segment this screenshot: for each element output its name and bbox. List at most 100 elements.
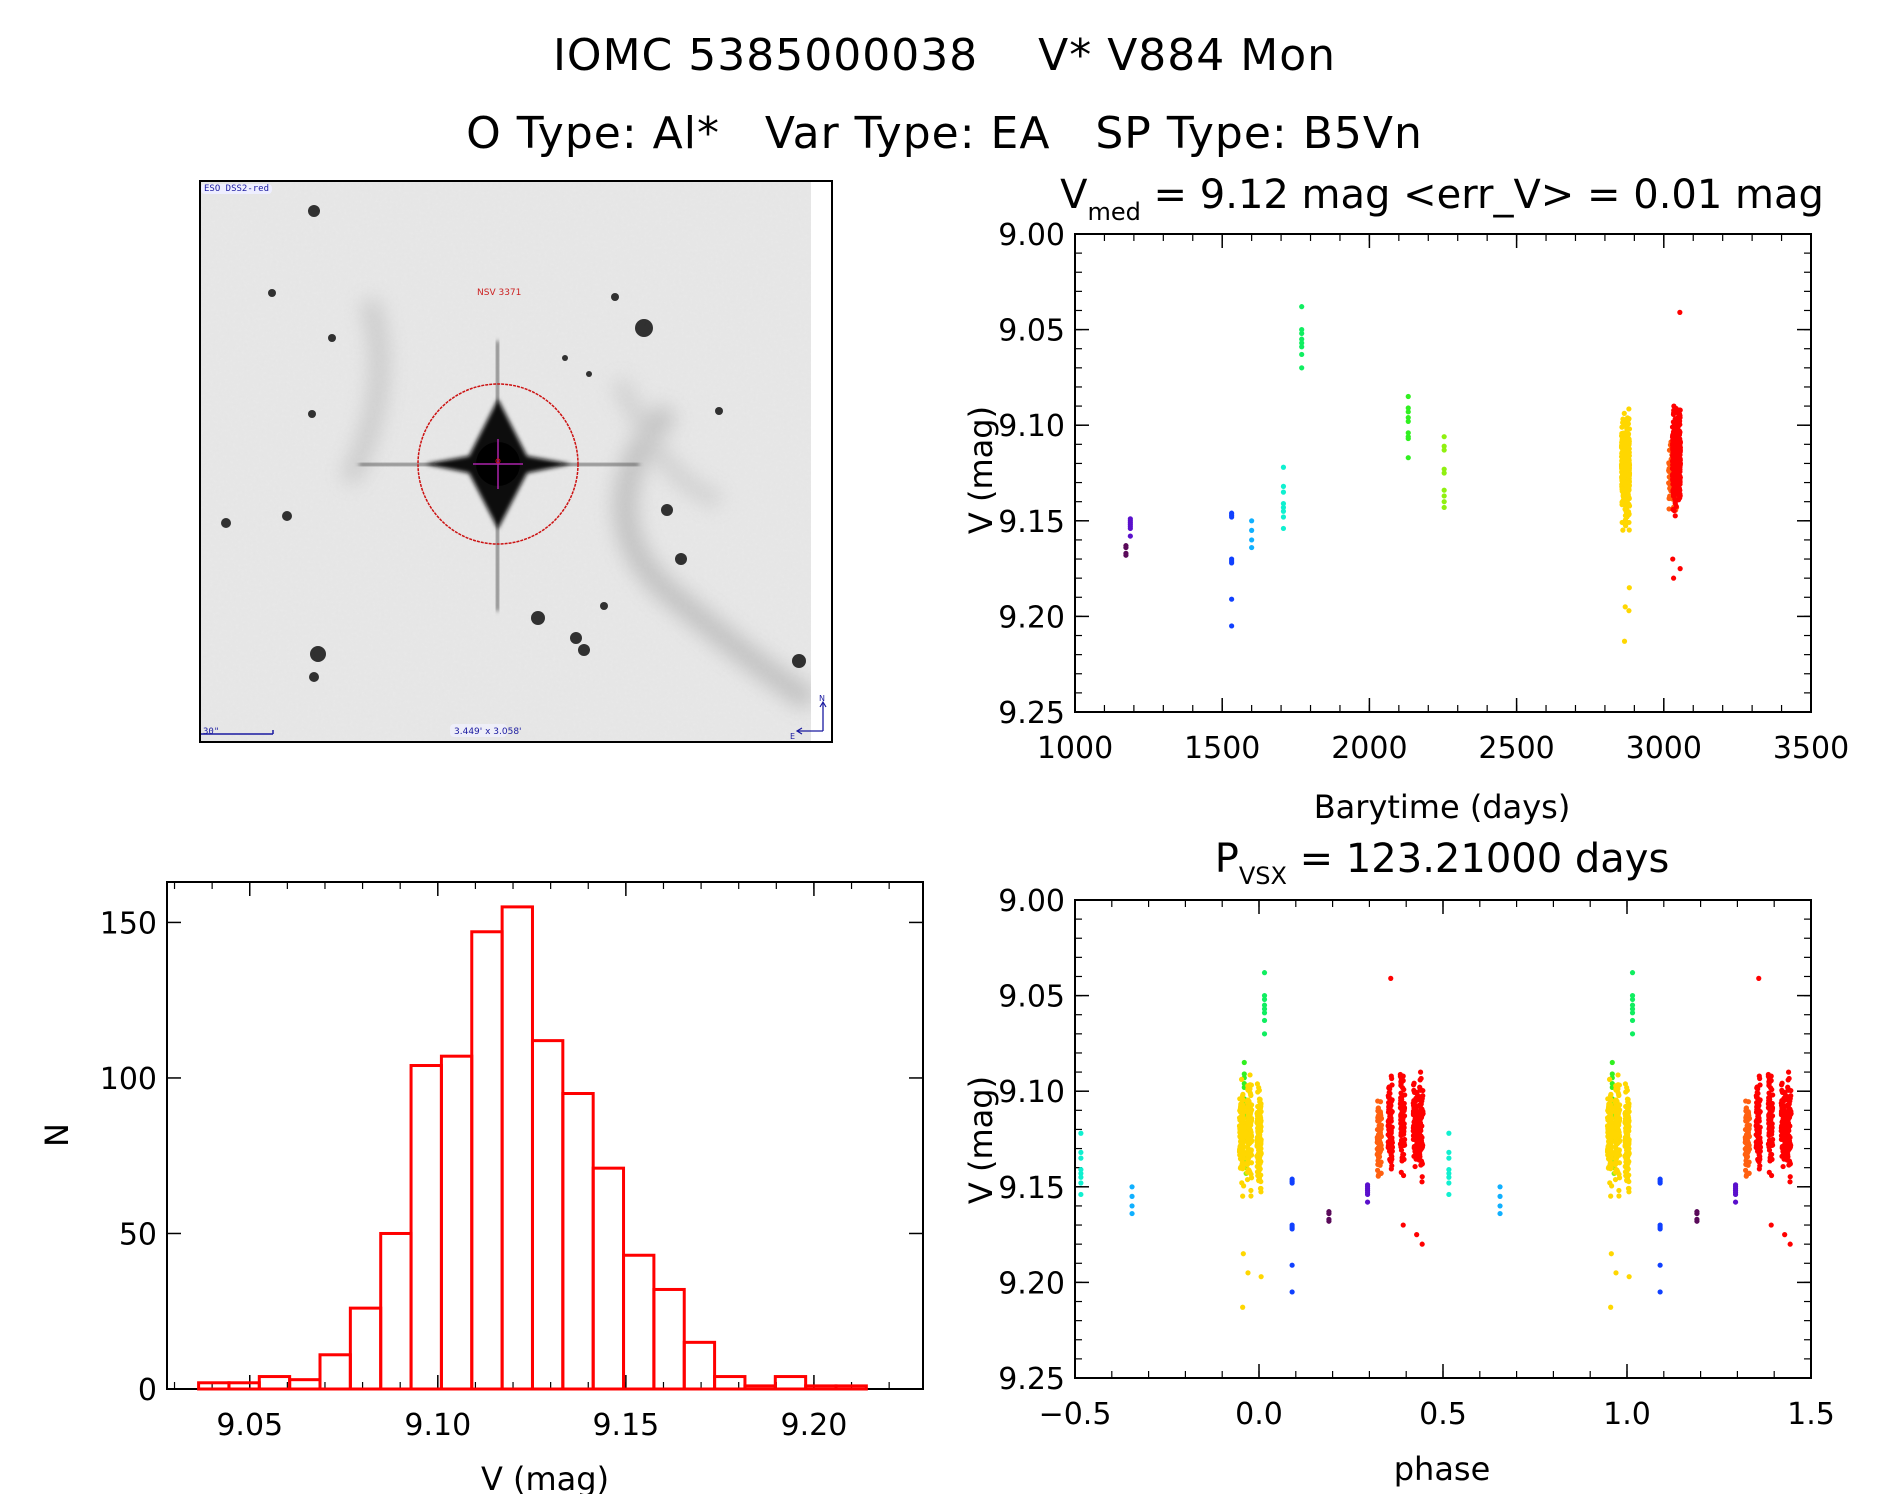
data-point <box>1417 1084 1423 1090</box>
data-point <box>1625 492 1631 498</box>
data-point <box>1616 1175 1623 1181</box>
data-point <box>1767 1085 1774 1091</box>
data-point <box>1238 1076 1245 1082</box>
phased-curve-ylabel: V (mag) <box>962 1076 1000 1204</box>
data-point <box>1398 1124 1405 1130</box>
y-tick-label: 9.05 <box>998 314 1065 349</box>
field-star <box>635 319 653 337</box>
data-point <box>1417 1069 1424 1075</box>
data-point <box>1768 1152 1774 1158</box>
data-point <box>1249 537 1255 543</box>
histogram-bar <box>622 1253 656 1391</box>
x-tick-label: 1.0 <box>1603 1397 1651 1432</box>
data-point <box>1629 970 1636 976</box>
histogram-bar <box>470 930 504 1391</box>
data-point <box>1670 493 1677 499</box>
data-point <box>1377 1147 1383 1153</box>
data-point <box>1497 1210 1503 1217</box>
field-star <box>570 632 582 644</box>
light-curve-title: Vmed = 9.12 mag <err_V> = 0.01 mag <box>1060 172 1824 226</box>
data-point <box>1782 1232 1788 1238</box>
target-circle <box>417 383 579 545</box>
data-point <box>1657 1289 1663 1295</box>
data-point <box>1612 1176 1619 1183</box>
data-point <box>1785 1077 1791 1083</box>
data-point <box>1694 1218 1700 1224</box>
data-point <box>1237 1165 1244 1171</box>
data-point <box>1785 1154 1791 1160</box>
data-point <box>1240 1304 1246 1310</box>
data-point <box>1670 487 1676 494</box>
data-point <box>1280 508 1287 514</box>
histogram-bar <box>834 1384 868 1391</box>
plot-frame <box>1074 899 1812 1379</box>
data-point <box>1229 623 1235 629</box>
data-point <box>1672 513 1678 519</box>
x-tick-label: 2000 <box>1331 731 1407 766</box>
x-tick-label: 9.15 <box>592 1408 659 1443</box>
data-point <box>1249 518 1255 524</box>
histogram-bar <box>439 1054 474 1391</box>
compass-icon: N E <box>790 695 827 741</box>
data-point <box>1625 1185 1632 1192</box>
phased-curve-chart: PVSX = 123.21000 days −0.5 0.0 0.5 1.0 1.5 9.… <box>962 836 1835 1488</box>
data-point <box>1767 1158 1773 1164</box>
data-point <box>1411 1089 1418 1095</box>
sky-image-svg: NSV 3371 3.449' x 3.058' <box>199 181 811 743</box>
data-point <box>1405 435 1411 442</box>
data-point <box>1398 1132 1404 1139</box>
data-point <box>1386 1089 1392 1096</box>
data-point <box>1078 1191 1084 1198</box>
data-point <box>1766 1124 1773 1130</box>
data-point <box>1754 1089 1760 1096</box>
data-point <box>1497 1193 1503 1199</box>
field-star <box>562 355 568 361</box>
data-point <box>1625 1145 1631 1151</box>
data-point <box>1657 1226 1663 1232</box>
data-point <box>1280 500 1287 507</box>
data-point <box>1401 1112 1407 1119</box>
data-point <box>1289 1289 1295 1295</box>
histogram-bar <box>743 1384 777 1391</box>
field-star <box>308 410 316 418</box>
data-point <box>1241 1152 1247 1158</box>
data-point <box>1670 478 1677 485</box>
data-point <box>1744 1134 1750 1140</box>
data-point <box>1240 1097 1246 1103</box>
data-point <box>1626 406 1632 412</box>
data-point <box>1626 1102 1632 1108</box>
data-point <box>1766 1099 1772 1105</box>
data-point <box>1446 1180 1452 1186</box>
data-point <box>1626 608 1632 614</box>
data-point <box>1389 1163 1395 1169</box>
data-point <box>1626 585 1632 591</box>
data-point <box>1756 1118 1762 1124</box>
data-point <box>1615 1090 1621 1096</box>
data-point <box>1417 1117 1423 1123</box>
data-point <box>1613 1159 1619 1165</box>
data-point <box>1620 486 1626 492</box>
data-point <box>1608 1251 1614 1257</box>
data-point <box>1766 1169 1772 1175</box>
data-point <box>1412 1163 1418 1170</box>
histogram-bar <box>500 905 534 1391</box>
data-point <box>1240 1119 1246 1125</box>
data-point <box>1248 1193 1254 1199</box>
data-point <box>1607 1093 1614 1099</box>
histogram-bar <box>197 1381 231 1391</box>
y-tick-label: 150 <box>100 906 157 941</box>
data-point <box>1629 1002 1636 1008</box>
data-point <box>1605 1145 1611 1151</box>
data-point <box>1398 1099 1404 1105</box>
data-point <box>1623 523 1629 529</box>
data-point <box>1255 1151 1261 1157</box>
data-point <box>1411 1134 1417 1140</box>
data-point <box>1666 506 1672 512</box>
data-point <box>1299 344 1305 350</box>
x-tick-label: 0.0 <box>1235 1397 1283 1432</box>
data-point <box>1779 1128 1785 1134</box>
data-point <box>1257 1145 1263 1151</box>
data-point <box>1388 1118 1394 1124</box>
light-curve-ylabel: V (mag) <box>962 406 1000 534</box>
data-point <box>1622 507 1628 513</box>
